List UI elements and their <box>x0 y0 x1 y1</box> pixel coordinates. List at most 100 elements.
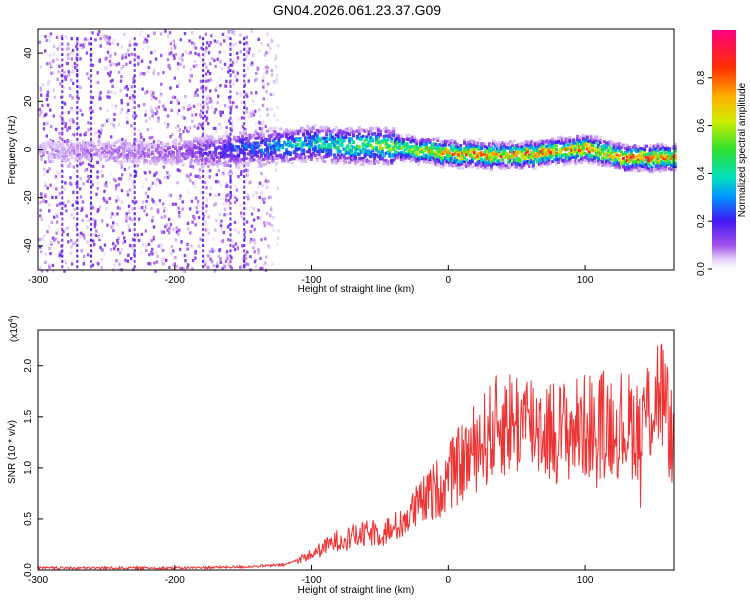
noise-cell <box>251 63 254 67</box>
ridge-cell <box>334 142 338 145</box>
noise-cell <box>150 90 153 94</box>
noise-cell <box>46 230 49 234</box>
noise-cell <box>79 43 82 47</box>
noise-streak-cell <box>133 53 136 57</box>
noise-cell <box>173 46 177 50</box>
ridge-cell <box>543 155 547 159</box>
ridge-cell <box>579 152 583 156</box>
noise-cell <box>58 172 61 176</box>
ridge-cell <box>250 158 254 162</box>
noise-cell <box>217 193 221 197</box>
ridge-cell <box>319 126 323 130</box>
noise-cell <box>112 221 115 225</box>
ridge-cell <box>382 162 386 166</box>
ridge-cell <box>250 156 254 160</box>
ridge-cell <box>49 140 53 144</box>
noise-cell <box>193 184 196 188</box>
ridge-cell <box>66 158 70 162</box>
ridge-cell <box>218 145 221 149</box>
ridge-cell <box>254 130 258 134</box>
noise-cell <box>177 232 180 236</box>
noise-cell <box>183 32 187 36</box>
noise-cell <box>155 183 158 187</box>
noise-cell <box>218 140 221 144</box>
ridge-cell <box>528 156 532 160</box>
ridge-cell <box>602 153 606 157</box>
ridge-cell <box>317 153 321 157</box>
ridge-cell <box>286 140 290 144</box>
ridge-cell <box>256 154 260 158</box>
noise-cell <box>220 126 223 130</box>
noise-cell <box>253 250 256 254</box>
noise-cell <box>92 206 95 210</box>
noise-cell <box>186 265 189 269</box>
ridge-cell <box>399 141 403 145</box>
noise-streak-cell <box>133 191 136 194</box>
noise-cell <box>145 244 148 248</box>
noise-cell <box>72 190 75 194</box>
ridge-cell <box>147 153 151 157</box>
ridge-cell <box>323 155 327 159</box>
noise-cell <box>46 269 49 273</box>
ridge-cell <box>541 150 545 154</box>
noise-streak-cell <box>133 238 136 242</box>
ridge-cell <box>392 134 396 137</box>
ridge-cell <box>585 141 589 145</box>
ridge-cell <box>533 143 537 147</box>
ridge-cell <box>382 137 386 141</box>
ridge-cell <box>426 147 430 151</box>
ridge-cell <box>227 146 231 149</box>
ridge-cell <box>196 161 200 165</box>
ridge-cell <box>484 159 488 163</box>
ridge-cell <box>85 142 89 146</box>
noise-cell <box>218 50 221 54</box>
ridge-cell <box>139 146 143 150</box>
ridge-cell <box>183 140 187 144</box>
noise-cell <box>199 103 203 107</box>
ridge-cell <box>601 149 604 153</box>
ridge-cell <box>369 143 373 147</box>
noise-cell <box>197 210 201 214</box>
noise-cell <box>143 40 146 44</box>
noise-cell <box>94 219 97 223</box>
ridge-cell <box>409 137 413 141</box>
noise-cell <box>197 174 200 178</box>
ridge-cell <box>606 149 610 153</box>
noise-cell <box>219 42 222 46</box>
ridge-cell <box>369 160 373 164</box>
noise-cell <box>120 67 123 71</box>
ridge-cell <box>325 132 329 136</box>
noise-cell <box>188 79 192 83</box>
ridge-cell <box>290 161 294 165</box>
ridge-cell <box>164 149 168 153</box>
ridge-cell <box>451 153 455 156</box>
ridge-cell <box>612 158 616 162</box>
noise-cell <box>174 202 177 206</box>
ridge-cell <box>108 155 112 159</box>
ridge-cell <box>518 158 522 162</box>
noise-cell <box>44 260 47 264</box>
ridge-cell <box>227 160 231 163</box>
noise-cell <box>48 263 51 267</box>
noise-streak-cell <box>133 74 136 78</box>
noise-cell <box>48 209 51 213</box>
ridge-cell <box>555 148 558 151</box>
noise-cell <box>206 238 209 242</box>
noise-cell <box>128 208 131 212</box>
noise-cell <box>268 195 271 199</box>
ridge-cell <box>175 152 179 156</box>
noise-streak-cell <box>229 100 232 104</box>
ridge-cell <box>486 166 490 170</box>
noise-cell <box>80 45 84 49</box>
ridge-cell <box>486 163 490 167</box>
ridge-cell <box>407 149 411 153</box>
ridge-cell <box>530 160 534 164</box>
ridge-cell <box>308 127 311 131</box>
ridge-cell <box>248 157 252 161</box>
ridge-cell <box>375 135 378 138</box>
noise-cell <box>257 37 260 41</box>
noise-streak-cell <box>76 84 79 88</box>
ridge-cell <box>430 155 434 159</box>
ridge-cell <box>143 158 147 162</box>
ridge-cell <box>57 142 61 146</box>
